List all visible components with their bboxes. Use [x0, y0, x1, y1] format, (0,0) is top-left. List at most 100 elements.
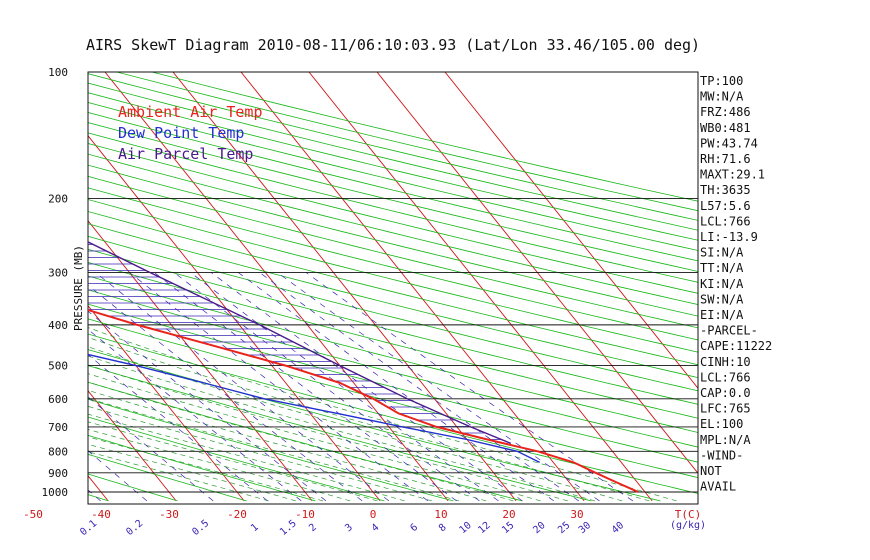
isotherm-line: [88, 305, 245, 502]
stability-index-label: CINH:10: [700, 355, 751, 369]
stability-index-label: L57:5.6: [700, 199, 751, 213]
dry-adiabat-line: [88, 318, 698, 479]
dry-adiabat-line: [88, 143, 698, 294]
stability-index-label: TH:3635: [700, 183, 751, 197]
plot-frame: [87, 71, 699, 505]
stability-index-label: LCL:766: [700, 214, 751, 228]
mixing-ratio-label: 0.1: [78, 518, 99, 538]
isotherm-line: [444, 72, 698, 389]
mixing-ratio-line: [88, 396, 214, 502]
dry-adiabat-line: [88, 275, 698, 433]
legend-entry: Ambient Air Temp: [118, 103, 263, 121]
pressure-tick-label: 300: [48, 266, 68, 279]
stability-index-label: PW:43.74: [700, 136, 758, 150]
bottom-temp-tick-label: -10: [295, 508, 315, 521]
dry-adiabat-line: [88, 289, 698, 448]
y-axis-label: PRESSURE (MB): [72, 245, 85, 331]
stability-index-label: SI:N/A: [700, 246, 744, 260]
pressure-tick-label: 600: [48, 393, 68, 406]
isotherm-line: [104, 72, 449, 502]
isotherm-line: [88, 390, 177, 502]
chart-title: AIRS SkewT Diagram 2010-08-11/06:10:03.9…: [86, 36, 701, 54]
pressure-tick-label: 900: [48, 467, 68, 480]
pressure-tick-label: 700: [48, 421, 68, 434]
stability-index-label: LI:-13.9: [700, 230, 758, 244]
legend-entry: Dew Point Temp: [118, 124, 244, 142]
bottom-temp-tick-label: 0: [370, 508, 377, 521]
mixing-ratio-line: [237, 272, 555, 502]
dry-adiabat-line: [88, 453, 247, 502]
mixing-ratio-line: [95, 272, 390, 502]
dry-adiabat-line: [88, 303, 698, 463]
moist-adiabat-line: [88, 327, 677, 502]
mixing-ratio-label: 15: [500, 520, 516, 536]
mixing-ratio-line: [88, 310, 327, 502]
stability-index-label: FRZ:486: [700, 105, 751, 119]
moist-adiabat-line: [88, 381, 514, 502]
dry-adiabat-line: [88, 434, 316, 502]
dry-adiabat-lines: [88, 72, 698, 502]
pressure-tick-label: 1000: [42, 486, 69, 499]
stability-index-label: TT:N/A: [700, 261, 744, 275]
cape-hatching: [88, 244, 502, 440]
mixing-ratio-lines: [88, 272, 634, 502]
stability-index-label: SW:N/A: [700, 292, 744, 306]
isotherm-line: [0, 53, 40, 501]
dry-adiabat-line: [88, 92, 698, 241]
mixing-ratio-label: 1.5: [278, 518, 299, 538]
dry-adiabat-line: [88, 153, 698, 305]
mixing-ratio-line: [277, 272, 600, 502]
mixing-ratio-label: 10: [457, 520, 473, 536]
stability-index-label: KI:N/A: [700, 277, 744, 291]
dry-adiabat-line: [88, 365, 592, 502]
mixing-ratio-label: 1: [249, 522, 261, 534]
stability-index-label: -WIND-: [700, 448, 743, 462]
bottom-temp-tick-label: -20: [227, 508, 247, 521]
stability-index-label: TP:100: [700, 74, 743, 88]
moist-adiabat-lines: [88, 327, 677, 502]
dry-adiabat-line: [88, 235, 698, 392]
mixing-ratio-line: [305, 272, 634, 502]
sounding-profiles: [88, 241, 639, 493]
stability-index-label: RH:71.6: [700, 152, 751, 166]
moist-adiabat-line: [88, 389, 487, 502]
moist-adiabat-line: [88, 346, 623, 502]
moist-adiabat-line: [88, 336, 650, 502]
legend-entry: Air Parcel Temp: [118, 145, 253, 163]
stability-index-label: CAPE:11222: [700, 339, 772, 353]
stability-index-label: LCL:766: [700, 370, 751, 384]
dry-adiabat-line: [88, 199, 698, 353]
dry-adiabat-line: [88, 248, 698, 405]
stability-index-label: MPL:N/A: [700, 433, 751, 447]
isotherm-line: [376, 72, 698, 474]
mixing-ratio-line: [153, 272, 457, 502]
bottom-temp-tick-label: 10: [434, 508, 447, 521]
bottom-temp-tick-label: 20: [502, 508, 515, 521]
isotherm-line: [308, 72, 653, 502]
stability-index-label: NOT: [700, 464, 722, 478]
moist-adiabat-line: [88, 429, 351, 502]
mixing-ratio-label: 0.2: [124, 518, 145, 538]
isotherm-line: [240, 72, 585, 502]
mixing-ratio-label: 25: [556, 520, 572, 536]
dry-adiabat-line: [88, 175, 698, 329]
moist-adiabat-line: [88, 443, 296, 502]
mixing-ratio-label: 12: [476, 520, 492, 536]
pressure-tick-label: 800: [48, 445, 68, 458]
bottom-temp-tick-label: -30: [159, 508, 179, 521]
stability-index-label: WB0:481: [700, 121, 751, 135]
dry-adiabat-line: [88, 398, 454, 502]
dry-adiabat-line: [88, 132, 698, 283]
mixing-ratio-label: 40: [610, 520, 626, 536]
dry-adiabat-line: [88, 102, 698, 251]
mixing-ratio-label: 4: [370, 522, 382, 534]
dry-adiabat-line: [88, 223, 698, 379]
moist-adiabat-line: [88, 355, 596, 502]
moist-adiabat-line: [88, 413, 405, 502]
isotherm-line: [88, 135, 381, 502]
dewpoint-temp-line: [88, 353, 541, 464]
mixing-ratio-line: [210, 272, 523, 502]
stability-index-label: -PARCEL-: [700, 324, 758, 338]
